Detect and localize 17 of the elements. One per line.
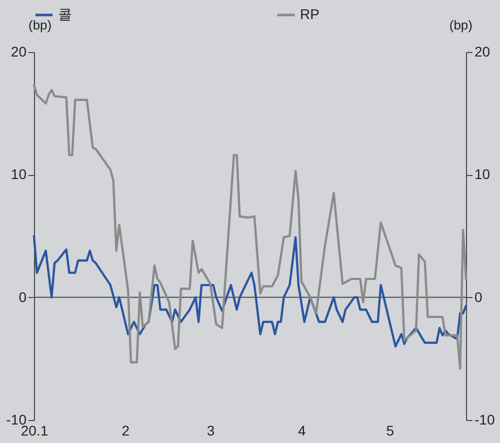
x-tick-label: 4 xyxy=(298,422,306,438)
y-tick-label: 20 xyxy=(10,44,27,60)
y-tick-label: 0 xyxy=(18,288,27,305)
legend-label: 콜 xyxy=(58,6,72,22)
y2-tick-label: 20 xyxy=(474,44,490,60)
y2-tick-label: 0 xyxy=(474,288,482,305)
y2-tick-label: -10 xyxy=(474,412,495,428)
line-series xyxy=(32,234,468,348)
y2-axis-title: (bp) xyxy=(449,18,472,32)
y-axis-title: (bp) xyxy=(28,18,52,32)
x-tick-label: 5 xyxy=(386,422,394,438)
y-tick-label: 10 xyxy=(10,166,27,182)
x-tick-label: 2 xyxy=(122,422,130,438)
y2-tick-label: 10 xyxy=(474,166,490,182)
line-series xyxy=(32,84,468,370)
x-tick-label: 3 xyxy=(206,422,215,438)
legend-label: RP xyxy=(300,6,320,22)
